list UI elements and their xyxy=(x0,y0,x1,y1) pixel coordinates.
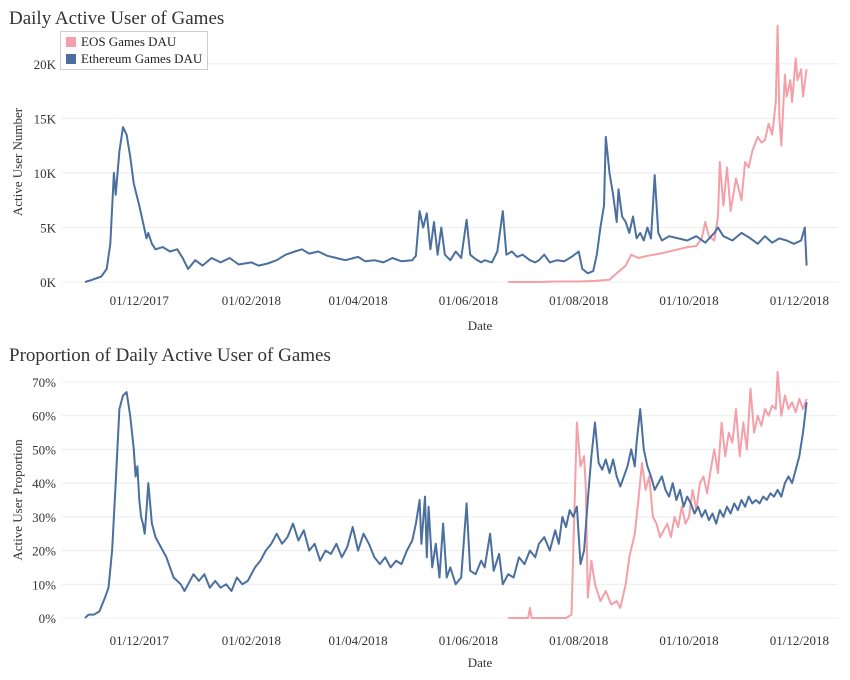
x-axis-title: Date xyxy=(468,655,493,670)
series-line-eos[interactable] xyxy=(508,370,808,619)
chart-1-legend: EOS Games DAU Ethereum Games DAU xyxy=(60,31,209,70)
x-tick-label: 01/06/2018 xyxy=(439,293,498,308)
x-tick-label: 01/04/2018 xyxy=(328,293,387,308)
x-tick-label: 01/10/2018 xyxy=(659,633,718,648)
chart-1-plot: 0K 5K 10K 15K 20K 01/12/2017 01/02/2018 01/04/2… xyxy=(10,24,838,333)
x-tick-label: 01/02/2018 xyxy=(222,293,281,308)
legend-swatch-eos xyxy=(66,36,76,47)
legend-label-ethereum: Ethereum Games DAU xyxy=(81,51,203,66)
legend-item-eos[interactable]: EOS Games DAU xyxy=(66,33,202,50)
x-tick-label: 01/12/2017 xyxy=(110,293,170,308)
y-tick-label: 30% xyxy=(32,510,56,525)
y-tick-label: 20% xyxy=(32,544,56,559)
series-line-eos[interactable] xyxy=(508,24,808,283)
x-axis-title: Date xyxy=(468,318,493,333)
y-tick-label: 0% xyxy=(39,611,57,626)
legend-swatch-ethereum xyxy=(66,53,76,64)
chart-2-plot: 0% 10% 20% 30% 40% 50% 60% 70% 01/12/2017 01/02/2… xyxy=(10,370,838,670)
y-tick-label: 40% xyxy=(32,476,56,491)
y-tick-label: 20K xyxy=(34,57,57,72)
x-tick-label: 01/12/2018 xyxy=(770,293,829,308)
y-tick-label: 15K xyxy=(34,111,57,126)
x-tick-label: 01/08/2018 xyxy=(549,633,608,648)
x-tick-label: 01/04/2018 xyxy=(328,633,387,648)
y-tick-label: 50% xyxy=(32,442,56,457)
y-tick-label: 5K xyxy=(40,220,57,235)
y-tick-label: 60% xyxy=(32,409,56,424)
series-line-ethereum[interactable] xyxy=(84,391,808,619)
x-tick-label: 01/06/2018 xyxy=(439,633,498,648)
y-axis-title: Active User Proportion xyxy=(10,439,25,561)
series-line-ethereum[interactable] xyxy=(84,126,808,283)
y-tick-label: 10K xyxy=(34,166,57,181)
x-tick-label: 01/02/2018 xyxy=(222,633,281,648)
x-tick-label: 01/08/2018 xyxy=(549,293,608,308)
y-tick-label: 70% xyxy=(32,375,56,390)
x-tick-label: 01/12/2017 xyxy=(110,633,170,648)
x-tick-label: 01/12/2018 xyxy=(770,633,829,648)
y-tick-label: 10% xyxy=(32,577,56,592)
legend-label-eos: EOS Games DAU xyxy=(81,34,177,49)
chart-1-title: Daily Active User of Games xyxy=(9,8,225,29)
legend-item-ethereum[interactable]: Ethereum Games DAU xyxy=(66,50,202,67)
chart-2-title: Proportion of Daily Active User of Games xyxy=(9,345,331,366)
x-tick-label: 01/10/2018 xyxy=(659,293,718,308)
y-axis-title: Active User Number xyxy=(10,107,25,216)
y-tick-label: 0K xyxy=(40,275,57,290)
